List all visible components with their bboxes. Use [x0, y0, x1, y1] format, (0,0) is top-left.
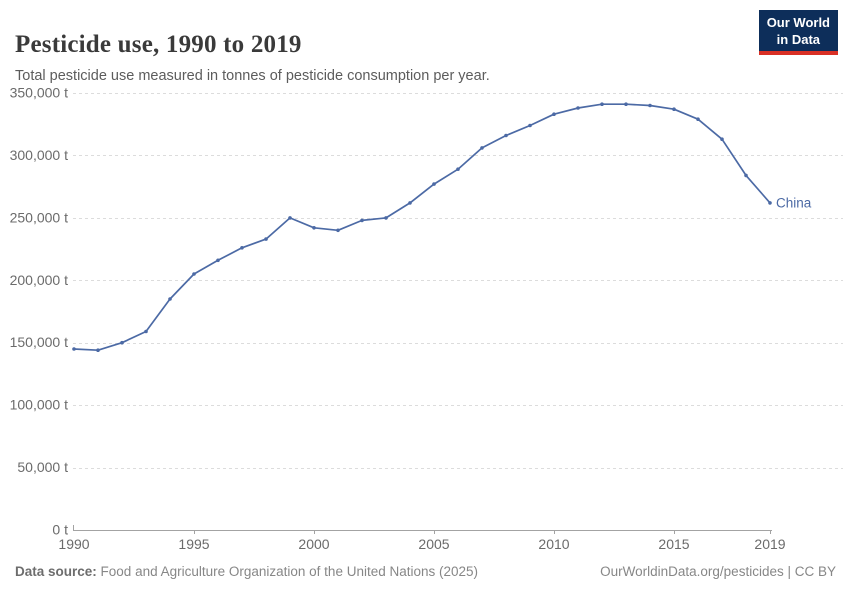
data-point-china-2000	[312, 226, 316, 230]
data-point-china-2010	[552, 112, 556, 116]
y-axis-tick-label: 200,000 t	[10, 272, 68, 288]
x-axis-tick-label: 2010	[538, 536, 569, 552]
data-source-text: Food and Agriculture Organization of the…	[100, 564, 479, 579]
data-point-china-1993	[144, 329, 148, 334]
y-axis-tick-label: 150,000 t	[10, 334, 68, 350]
y-axis-tick-label: 100,000 t	[10, 397, 68, 413]
data-point-china-1998	[264, 237, 268, 241]
y-axis-tick-label: 0 t	[52, 522, 68, 538]
owid-logo-line1: Our World	[766, 15, 830, 30]
x-axis-tick-label: 1995	[178, 536, 209, 552]
data-point-china-1992	[120, 340, 124, 345]
data-point-china-2019	[768, 201, 772, 205]
line-series-china	[73, 103, 771, 352]
x-axis-tick-label: 2015	[658, 536, 689, 552]
data-point-china-2005	[432, 182, 436, 186]
data-point-china-2013	[624, 102, 628, 106]
owid-url-link[interactable]: OurWorldinData.org/pesticides	[600, 564, 784, 579]
y-axis-tick-label: 250,000 t	[10, 209, 68, 225]
chart-subtitle: Total pesticide use measured in tonnes o…	[15, 67, 490, 84]
x-axis-tick-label: 2000	[298, 536, 329, 552]
x-axis-tick-label: 1990	[58, 536, 89, 552]
data-point-china-2014	[648, 103, 652, 108]
data-point-china-2006	[456, 167, 460, 171]
owid-logo-line2: in Data	[776, 31, 821, 47]
footer-separator: |	[783, 564, 795, 579]
data-point-china-2015	[672, 107, 676, 111]
data-point-china-1994	[168, 297, 172, 301]
data-point-china-1995	[192, 272, 196, 276]
data-source-note: Data source: Food and Agriculture Organi…	[15, 564, 478, 579]
chart-title: Pesticide use, 1990 to 2019	[15, 30, 302, 58]
data-point-china-2004	[408, 201, 412, 205]
data-point-china-2001	[336, 228, 340, 233]
data-point-china-2012	[600, 102, 604, 106]
pesticide-line-chart: 0 t 50,000 t 100,000 t 150,000 t 200,000 t 25…	[10, 85, 843, 552]
entity-label-china[interactable]: China	[776, 195, 812, 210]
data-point-china-1997	[240, 246, 244, 250]
data-point-china-2017	[720, 137, 724, 141]
owid-logo[interactable]: Our World in Data	[758, 10, 838, 56]
data-point-china-2003	[384, 216, 388, 220]
chart-footer: Data source: Food and Agriculture Organi…	[15, 564, 836, 579]
data-point-china-2008	[504, 133, 508, 138]
y-axis-tick-label: 300,000 t	[10, 147, 68, 163]
y-axis-tick-label: 350,000 t	[10, 85, 68, 101]
x-axis-tick-label: 2019	[754, 536, 785, 552]
data-point-china-2018	[744, 173, 748, 178]
data-point-china-2007	[480, 146, 484, 150]
data-point-china-1990	[72, 347, 76, 351]
data-point-china-2011	[576, 106, 580, 110]
data-source-label: Data source:	[15, 564, 97, 579]
license-label: CC BY	[794, 564, 836, 579]
data-point-china-2002	[360, 218, 364, 223]
attribution-note: OurWorldinData.org/pesticides | CC BY	[600, 564, 836, 579]
data-point-china-1991	[96, 348, 100, 353]
data-point-china-1999	[288, 216, 292, 220]
data-point-china-1996	[216, 258, 220, 263]
data-point-china-2016	[696, 117, 700, 121]
data-point-china-2009	[528, 123, 532, 128]
x-axis-tick-label: 2005	[418, 536, 449, 552]
y-axis-tick-label: 50,000 t	[17, 459, 68, 475]
